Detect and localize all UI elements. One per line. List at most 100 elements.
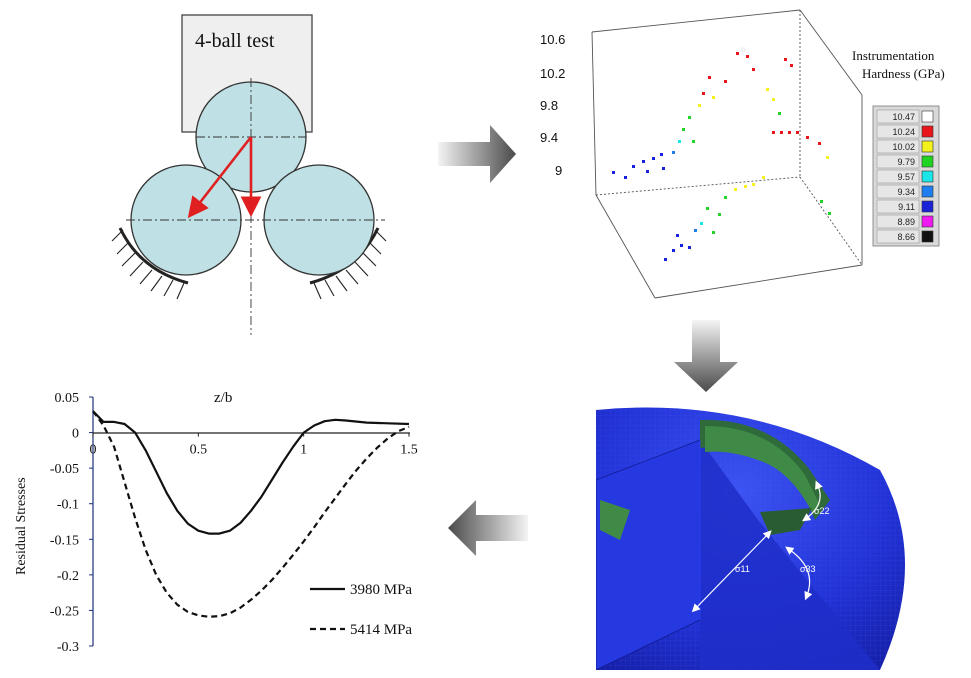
legend-value-cell — [876, 169, 920, 184]
hardness-points-lower — [664, 176, 831, 261]
series-5414-line — [92, 410, 410, 618]
fe-model-render: σ11 σ22 σ33 — [596, 407, 905, 670]
z-axis-ticks: 10.6 10.2 9.8 9.4 9 — [540, 32, 565, 178]
y-tick-labels: 0.05 0 -0.05 -0.1 -0.15 -0.2 -0.25 -0.3 — [50, 391, 93, 655]
x-tick-label: 1 — [300, 443, 307, 458]
hardness-point — [702, 92, 705, 95]
x-tick-labels: 0 0.5 1 1.5 — [90, 432, 418, 458]
hardness-point — [694, 229, 697, 232]
hardness-point — [752, 183, 755, 186]
legend-value-label: 8.66 — [897, 232, 915, 242]
hardness-point — [772, 98, 775, 101]
legend-color-swatch — [921, 215, 934, 228]
legend-color-swatch — [921, 155, 934, 168]
sigma22-arrow — [802, 480, 823, 522]
legend-color-swatch — [921, 230, 934, 243]
hardness-point — [746, 55, 749, 58]
flow-arrow-down — [674, 320, 738, 392]
y-tick-label: 0.05 — [55, 391, 80, 406]
hardness-point — [772, 131, 775, 134]
sigma11-label: σ11 — [735, 564, 750, 574]
flow-arrow-left — [448, 500, 528, 556]
y-tick-label: -0.25 — [50, 604, 79, 619]
hardness-point — [652, 157, 655, 160]
legend-value-cell — [876, 109, 920, 124]
legend-value-label: 8.89 — [897, 217, 915, 227]
legend-value-label: 10.02 — [892, 142, 915, 152]
x-tick-label: 1.5 — [400, 443, 418, 458]
z-tick-label: 9.4 — [540, 130, 558, 145]
hardness-point — [708, 76, 711, 79]
hardness-point — [664, 258, 667, 261]
legend-color-swatch — [921, 140, 934, 153]
hardness-point — [612, 171, 615, 174]
hardness-point — [662, 167, 665, 170]
chart-legend: 3980 MPa 5414 MPa — [310, 582, 412, 638]
hardness-point — [752, 68, 755, 71]
hardness-point — [706, 207, 709, 210]
hardness-point — [672, 151, 675, 154]
z-tick-label: 10.2 — [540, 66, 565, 81]
legend-value-cell — [876, 139, 920, 154]
hardness-point — [820, 200, 823, 203]
hardness-point — [734, 188, 737, 191]
hardness-point — [632, 165, 635, 168]
left-support-hatching — [111, 227, 189, 300]
hardness-point — [778, 112, 781, 115]
legend-title-line2: Hardness (GPa) — [862, 66, 945, 81]
hardness-point — [698, 104, 701, 107]
hardness-point — [646, 170, 649, 173]
hardness-point — [660, 153, 663, 156]
fe-left-band — [600, 500, 630, 540]
fe-contact-band-inner — [705, 426, 820, 512]
x-axis-label: z/b — [214, 390, 232, 406]
series-lines — [92, 410, 410, 618]
hardness-point — [826, 156, 829, 159]
hardness-points-upper — [612, 47, 829, 179]
legend-color-swatch — [921, 200, 934, 213]
plot-box — [591, 9, 863, 299]
y-axis-label: Residual Stresses — [14, 477, 29, 575]
hardness-point — [700, 222, 703, 225]
residual-stress-chart: z/b Residual Stresses 0.05 0 -0.05 -0.1 -0.1… — [14, 390, 418, 655]
legend-entries: 10.47 10.24 10.02 9.79 9.57 9.34 9.11 8.89 8.66 — [876, 109, 934, 244]
hardness-point — [796, 131, 799, 134]
sigma33-arrow — [785, 546, 813, 601]
legend-color-swatch — [921, 125, 934, 138]
hardness-point — [762, 176, 765, 179]
hardness-point — [692, 140, 695, 143]
hardness-point — [718, 213, 721, 216]
legend-value-cell — [876, 229, 920, 244]
hardness-3d-plot: 10.6 10.2 9.8 9.4 9 — [540, 9, 945, 299]
fe-cut-face-right — [700, 440, 880, 670]
hardness-point — [642, 160, 645, 163]
hardness-point — [788, 131, 791, 134]
hardness-point — [676, 234, 679, 237]
series-3980-line — [92, 410, 410, 535]
force-arrows — [187, 136, 262, 219]
hardness-point — [741, 47, 746, 52]
legend-color-swatch — [921, 185, 934, 198]
y-tick-label: -0.15 — [50, 533, 79, 548]
hardness-point — [724, 80, 727, 83]
sigma22-label: σ22 — [814, 506, 830, 516]
z-tick-label: 9.8 — [540, 98, 558, 113]
hardness-point — [780, 131, 783, 134]
hardness-point — [766, 88, 769, 91]
hardness-point — [680, 244, 683, 247]
hardness-point — [682, 128, 685, 131]
legend-value-cell — [876, 214, 920, 229]
hardness-point — [736, 52, 739, 55]
hardness-point — [806, 136, 809, 139]
fe-contact-edge — [760, 508, 812, 535]
legend-value-label: 9.34 — [897, 187, 915, 197]
flow-arrow-right — [438, 125, 516, 183]
y-tick-label: -0.2 — [57, 569, 79, 584]
hardness-point — [712, 96, 715, 99]
y-tick-label: -0.3 — [57, 640, 79, 655]
y-tick-label: -0.1 — [57, 498, 79, 513]
legend-color-swatch — [921, 170, 934, 183]
hardness-point — [784, 58, 787, 61]
legend-title-line1: Instrumentation — [852, 48, 935, 63]
legend-value-label: 10.24 — [892, 127, 915, 137]
